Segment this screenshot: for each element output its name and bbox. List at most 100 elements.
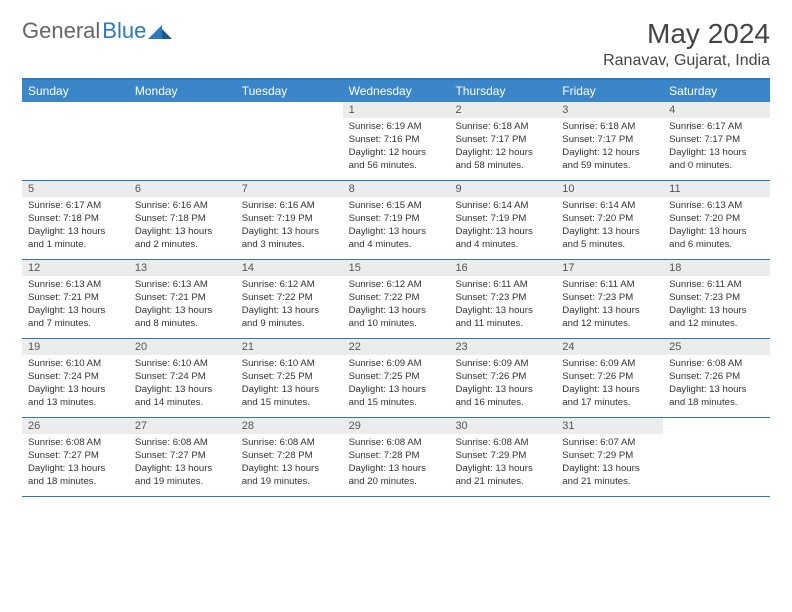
sunset-line: Sunset: 7:22 PM — [349, 292, 444, 305]
week-row: 19Sunrise: 6:10 AMSunset: 7:24 PMDayligh… — [22, 339, 770, 418]
day-number: 7 — [236, 181, 343, 197]
day-cell: 2Sunrise: 6:18 AMSunset: 7:17 PMDaylight… — [449, 102, 556, 180]
day-info: Sunrise: 6:09 AMSunset: 7:25 PMDaylight:… — [343, 355, 450, 414]
day-number — [22, 102, 129, 119]
logo-text-1: General — [22, 18, 100, 44]
daylight-line-2: and 59 minutes. — [562, 160, 657, 173]
day-cell: 13Sunrise: 6:13 AMSunset: 7:21 PMDayligh… — [129, 260, 236, 338]
day-number: 29 — [343, 418, 450, 434]
day-cell: 28Sunrise: 6:08 AMSunset: 7:28 PMDayligh… — [236, 418, 343, 496]
sunrise-line: Sunrise: 6:10 AM — [242, 358, 337, 371]
sunrise-line: Sunrise: 6:12 AM — [242, 279, 337, 292]
sunrise-line: Sunrise: 6:11 AM — [669, 279, 764, 292]
day-number: 17 — [556, 260, 663, 276]
day-cell: 21Sunrise: 6:10 AMSunset: 7:25 PMDayligh… — [236, 339, 343, 417]
day-number — [236, 102, 343, 119]
sunrise-line: Sunrise: 6:11 AM — [562, 279, 657, 292]
calendar: SundayMondayTuesdayWednesdayThursdayFrid… — [22, 78, 770, 497]
day-cell: 24Sunrise: 6:09 AMSunset: 7:26 PMDayligh… — [556, 339, 663, 417]
day-info: Sunrise: 6:18 AMSunset: 7:17 PMDaylight:… — [449, 118, 556, 177]
day-number: 10 — [556, 181, 663, 197]
sunrise-line: Sunrise: 6:12 AM — [349, 279, 444, 292]
sunset-line: Sunset: 7:21 PM — [28, 292, 123, 305]
daylight-line-1: Daylight: 13 hours — [135, 305, 230, 318]
day-info: Sunrise: 6:13 AMSunset: 7:20 PMDaylight:… — [663, 197, 770, 256]
day-cell: 10Sunrise: 6:14 AMSunset: 7:20 PMDayligh… — [556, 181, 663, 259]
daylight-line-2: and 18 minutes. — [28, 476, 123, 489]
day-cell: 19Sunrise: 6:10 AMSunset: 7:24 PMDayligh… — [22, 339, 129, 417]
day-cell: 26Sunrise: 6:08 AMSunset: 7:27 PMDayligh… — [22, 418, 129, 496]
day-info: Sunrise: 6:07 AMSunset: 7:29 PMDaylight:… — [556, 434, 663, 493]
sunrise-line: Sunrise: 6:08 AM — [28, 437, 123, 450]
day-cell: 4Sunrise: 6:17 AMSunset: 7:17 PMDaylight… — [663, 102, 770, 180]
day-number: 19 — [22, 339, 129, 355]
daylight-line-2: and 21 minutes. — [562, 476, 657, 489]
sunrise-line: Sunrise: 6:11 AM — [455, 279, 550, 292]
day-cell: 5Sunrise: 6:17 AMSunset: 7:18 PMDaylight… — [22, 181, 129, 259]
daylight-line-2: and 9 minutes. — [242, 318, 337, 331]
daylight-line-1: Daylight: 13 hours — [135, 463, 230, 476]
day-number: 12 — [22, 260, 129, 276]
sunrise-line: Sunrise: 6:13 AM — [669, 200, 764, 213]
day-number: 15 — [343, 260, 450, 276]
day-info: Sunrise: 6:17 AMSunset: 7:17 PMDaylight:… — [663, 118, 770, 177]
daylight-line-2: and 1 minute. — [28, 239, 123, 252]
daylight-line-2: and 20 minutes. — [349, 476, 444, 489]
daylight-line-2: and 19 minutes. — [135, 476, 230, 489]
sunrise-line: Sunrise: 6:17 AM — [28, 200, 123, 213]
day-number: 3 — [556, 102, 663, 118]
day-number: 20 — [129, 339, 236, 355]
day-number: 18 — [663, 260, 770, 276]
sunset-line: Sunset: 7:18 PM — [135, 213, 230, 226]
sunrise-line: Sunrise: 6:09 AM — [455, 358, 550, 371]
sunrise-line: Sunrise: 6:07 AM — [562, 437, 657, 450]
daylight-line-2: and 58 minutes. — [455, 160, 550, 173]
month-title: May 2024 — [603, 18, 770, 50]
day-info: Sunrise: 6:14 AMSunset: 7:19 PMDaylight:… — [449, 197, 556, 256]
day-cell — [129, 102, 236, 180]
day-info: Sunrise: 6:10 AMSunset: 7:25 PMDaylight:… — [236, 355, 343, 414]
daylight-line-1: Daylight: 13 hours — [28, 384, 123, 397]
day-number: 13 — [129, 260, 236, 276]
day-header: Monday — [129, 80, 236, 102]
day-header: Saturday — [663, 80, 770, 102]
day-info: Sunrise: 6:10 AMSunset: 7:24 PMDaylight:… — [129, 355, 236, 414]
day-number: 26 — [22, 418, 129, 434]
title-block: May 2024 Ranavav, Gujarat, India — [603, 18, 770, 70]
sunset-line: Sunset: 7:27 PM — [135, 450, 230, 463]
day-number: 27 — [129, 418, 236, 434]
day-number: 6 — [129, 181, 236, 197]
daylight-line-2: and 12 minutes. — [562, 318, 657, 331]
sunrise-line: Sunrise: 6:08 AM — [669, 358, 764, 371]
daylight-line-1: Daylight: 13 hours — [349, 226, 444, 239]
day-cell: 22Sunrise: 6:09 AMSunset: 7:25 PMDayligh… — [343, 339, 450, 417]
daylight-line-1: Daylight: 13 hours — [349, 384, 444, 397]
day-cell — [22, 102, 129, 180]
day-header: Sunday — [22, 80, 129, 102]
sunset-line: Sunset: 7:17 PM — [455, 134, 550, 147]
daylight-line-1: Daylight: 12 hours — [562, 147, 657, 160]
daylight-line-2: and 19 minutes. — [242, 476, 337, 489]
sunset-line: Sunset: 7:22 PM — [242, 292, 337, 305]
day-cell: 12Sunrise: 6:13 AMSunset: 7:21 PMDayligh… — [22, 260, 129, 338]
day-cell: 6Sunrise: 6:16 AMSunset: 7:18 PMDaylight… — [129, 181, 236, 259]
sunset-line: Sunset: 7:26 PM — [562, 371, 657, 384]
sunset-line: Sunset: 7:19 PM — [242, 213, 337, 226]
day-info: Sunrise: 6:09 AMSunset: 7:26 PMDaylight:… — [449, 355, 556, 414]
logo: General Blue — [22, 18, 172, 44]
day-cell: 11Sunrise: 6:13 AMSunset: 7:20 PMDayligh… — [663, 181, 770, 259]
day-cell: 17Sunrise: 6:11 AMSunset: 7:23 PMDayligh… — [556, 260, 663, 338]
day-info: Sunrise: 6:08 AMSunset: 7:28 PMDaylight:… — [236, 434, 343, 493]
daylight-line-1: Daylight: 13 hours — [455, 463, 550, 476]
daylight-line-1: Daylight: 13 hours — [28, 305, 123, 318]
sunset-line: Sunset: 7:24 PM — [28, 371, 123, 384]
sunrise-line: Sunrise: 6:14 AM — [562, 200, 657, 213]
sunrise-line: Sunrise: 6:17 AM — [669, 121, 764, 134]
daylight-line-2: and 7 minutes. — [28, 318, 123, 331]
day-header: Wednesday — [343, 80, 450, 102]
daylight-line-1: Daylight: 13 hours — [28, 226, 123, 239]
day-info: Sunrise: 6:09 AMSunset: 7:26 PMDaylight:… — [556, 355, 663, 414]
week-row: 12Sunrise: 6:13 AMSunset: 7:21 PMDayligh… — [22, 260, 770, 339]
sunset-line: Sunset: 7:19 PM — [349, 213, 444, 226]
daylight-line-1: Daylight: 13 hours — [135, 226, 230, 239]
